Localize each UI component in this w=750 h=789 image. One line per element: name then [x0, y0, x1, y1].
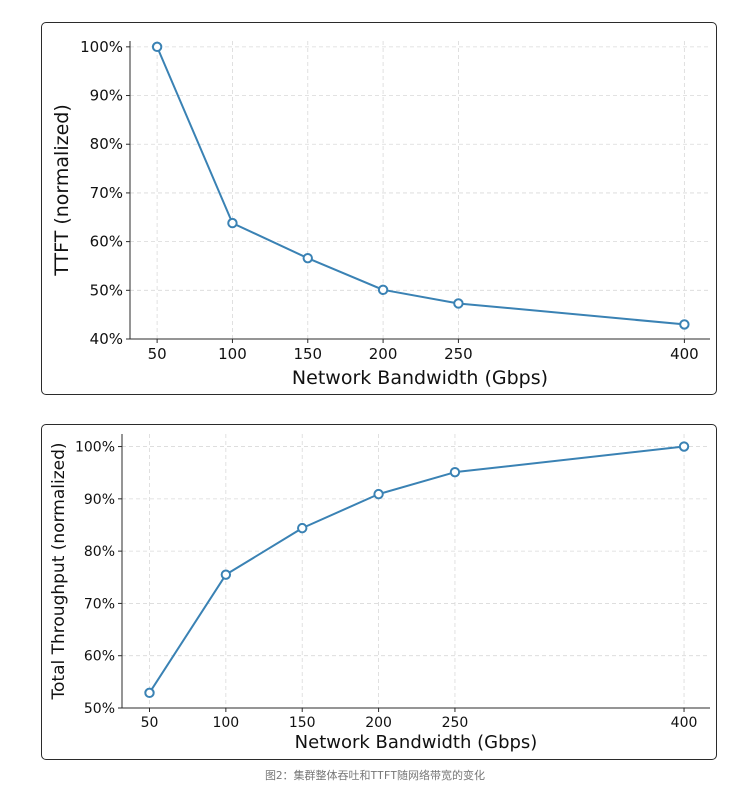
chart2-data-point: [220, 569, 232, 580]
ttft-chart: 40% 50% 60% 70% 80% 90% 100% 50 100 150 200 250 400 N…: [51, 38, 710, 389]
chart2-y-tick-label: 70%: [84, 596, 115, 612]
chart1-y-tick-label: 70%: [90, 184, 123, 202]
figure-caption: 图2：集群整体吞吐和TTFT随网络带宽的变化: [264, 769, 486, 782]
chart2-x-tick-label: 200: [365, 715, 392, 731]
chart1-x-tick-label: 150: [293, 345, 322, 363]
chart2-y-tick-label: 50%: [84, 701, 115, 717]
chart1-data-point: [302, 252, 313, 264]
chart1-x-axis-title: Network Bandwidth (Gbps): [292, 367, 548, 389]
chart1-y-tick-label: 90%: [90, 87, 123, 105]
chart1-x-tick-label: 100: [218, 345, 247, 363]
chart1-y-axis-title: TTFT (normalized): [51, 104, 73, 277]
chart1-y-tick-label: 80%: [90, 135, 123, 153]
chart2-x-axis-title: Network Bandwidth (Gbps): [295, 732, 538, 753]
chart2-data-point: [373, 488, 384, 500]
chart1-data-point: [377, 284, 389, 296]
chart1-y-tick-label: 100%: [80, 38, 123, 56]
chart2-data-point: [144, 687, 155, 699]
chart2-x-tick-label: 400: [671, 715, 698, 731]
chart2-y-tick-label: 80%: [84, 544, 115, 560]
chart1-x-tick-label: 50: [148, 345, 167, 363]
chart2-series-line: [148, 445, 685, 694]
chart1-data-point: [151, 41, 163, 53]
chart1-data-point: [679, 319, 690, 330]
chart2-x-tick-label: 150: [289, 715, 316, 731]
chart1-y-tick-label: 50%: [90, 281, 123, 299]
chart2-x-tick-label: 100: [212, 715, 239, 731]
chart2-y-tick-label: 60%: [84, 649, 115, 665]
chart2-x-tick-label: 250: [442, 715, 469, 731]
chart2-data-point: [297, 522, 308, 534]
throughput-chart-panel: 50% 60% 70% 80% 90% 100% 50 100 150 200 250 400 Netw…: [41, 424, 717, 760]
chart1-data-point: [227, 217, 238, 229]
chart1-x-tick-label: 250: [444, 345, 473, 363]
throughput-chart: 50% 60% 70% 80% 90% 100% 50 100 150 200 250 400 Netw…: [49, 434, 710, 753]
chart1-x-tick-label: 400: [670, 345, 699, 363]
chart1-series-line: [156, 46, 685, 326]
chart2-x-tick-label: 50: [141, 715, 159, 731]
chart2-data-point: [449, 466, 461, 478]
ttft-chart-panel: 40% 50% 60% 70% 80% 90% 100% 50 100 150 200 250 400 N…: [41, 22, 717, 395]
chart2-y-tick-label: 90%: [84, 492, 115, 508]
chart1-x-tick-label: 200: [369, 345, 398, 363]
chart1-y-tick-label: 60%: [90, 233, 123, 251]
chart2-y-tick-label: 100%: [75, 440, 115, 456]
chart2-y-axis-title: Total Throughput (normalized): [49, 443, 69, 701]
chart1-y-tick-label: 40%: [90, 330, 123, 348]
chart2-data-point: [678, 441, 690, 452]
chart1-data-point: [453, 298, 464, 309]
